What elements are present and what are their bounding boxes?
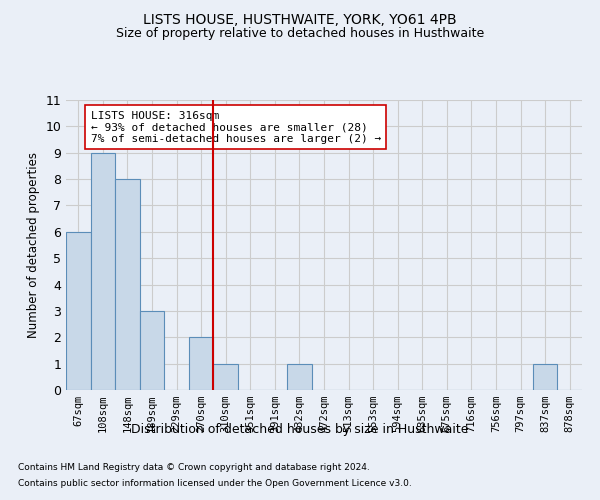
Bar (91, 152, 115, 390)
Bar (66, 232, 91, 390)
Text: Size of property relative to detached houses in Husthwaite: Size of property relative to detached ho… (116, 28, 484, 40)
Bar (189, 338, 214, 390)
Bar (287, 364, 312, 390)
Bar (214, 364, 238, 390)
Bar (533, 364, 557, 390)
Text: Contains public sector information licensed under the Open Government Licence v3: Contains public sector information licen… (18, 478, 412, 488)
Text: Distribution of detached houses by size in Husthwaite: Distribution of detached houses by size … (131, 422, 469, 436)
Text: LISTS HOUSE, HUSTHWAITE, YORK, YO61 4PB: LISTS HOUSE, HUSTHWAITE, YORK, YO61 4PB (143, 12, 457, 26)
Bar (140, 311, 164, 390)
Bar (115, 179, 140, 390)
Y-axis label: Number of detached properties: Number of detached properties (27, 152, 40, 338)
Text: LISTS HOUSE: 316sqm
← 93% of detached houses are smaller (28)
7% of semi-detache: LISTS HOUSE: 316sqm ← 93% of detached ho… (91, 110, 381, 144)
Text: Contains HM Land Registry data © Crown copyright and database right 2024.: Contains HM Land Registry data © Crown c… (18, 464, 370, 472)
